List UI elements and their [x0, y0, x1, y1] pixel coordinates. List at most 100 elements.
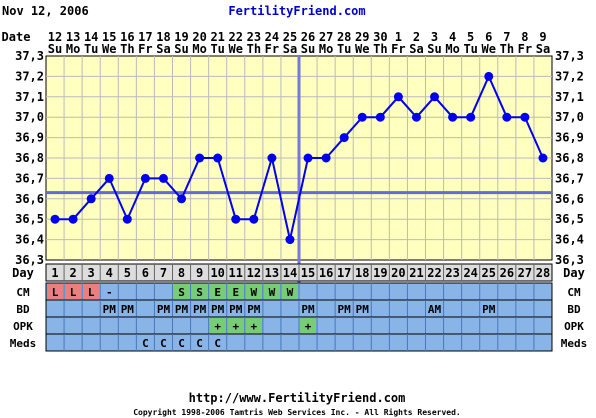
observation-row-label-right: BD: [567, 303, 581, 316]
y-tick-label-right: 36,6: [555, 192, 584, 206]
day-tick-label: 13: [265, 266, 279, 280]
temperature-point[interactable]: [104, 173, 114, 183]
observation-row-label-right: OPK: [564, 320, 584, 333]
date-tick-label: 29: [355, 30, 369, 44]
observation-cell: +: [251, 320, 258, 333]
temperature-point[interactable]: [50, 214, 60, 224]
observation-cell: PM: [121, 303, 135, 316]
weekday-tick-label: Fr: [518, 42, 532, 56]
temperature-point[interactable]: [411, 112, 421, 122]
observation-cell: L: [52, 286, 59, 299]
y-tick-label-left: 37,1: [15, 90, 44, 104]
observation-cell: C: [142, 337, 149, 350]
weekday-tick-label: Fr: [391, 42, 405, 56]
cm-cell-fill: [227, 284, 244, 299]
footer-url-link[interactable]: http://www.FertilityFriend.com: [189, 391, 406, 405]
observation-row-label-right: CM: [567, 286, 581, 299]
observation-cell: PM: [211, 303, 225, 316]
y-tick-label-right: 37,2: [555, 69, 584, 83]
temperature-point[interactable]: [195, 153, 205, 163]
temperature-point[interactable]: [177, 194, 187, 204]
cm-cell-fill: [191, 284, 208, 299]
temperature-point[interactable]: [339, 133, 349, 143]
observation-cell: W: [251, 286, 258, 299]
temperature-point[interactable]: [502, 112, 512, 122]
day-tick-label: 20: [391, 266, 405, 280]
y-tick-label-right: 37,0: [555, 110, 584, 124]
temperature-point[interactable]: [213, 153, 223, 163]
temperature-point[interactable]: [86, 194, 96, 204]
temperature-point[interactable]: [448, 112, 458, 122]
observation-cell: L: [70, 286, 77, 299]
footer-copyright: Copyright 1998-2006 Tamtris Web Services…: [133, 407, 461, 417]
day-tick-label: 26: [500, 266, 514, 280]
weekday-tick-label: Sa: [283, 42, 297, 56]
weekday-tick-label: Mo: [445, 42, 459, 56]
temperature-point[interactable]: [538, 153, 548, 163]
day-tick-label: 21: [409, 266, 423, 280]
day-row-label: Day: [12, 266, 34, 280]
temperature-point[interactable]: [122, 214, 132, 224]
weekday-tick-label: Sa: [409, 42, 423, 56]
temperature-point[interactable]: [430, 92, 440, 102]
temperature-point[interactable]: [285, 235, 295, 245]
day-tick-label: 1: [51, 266, 58, 280]
day-tick-label: 4: [106, 266, 113, 280]
temperature-point[interactable]: [466, 112, 476, 122]
observation-row-label-right: Meds: [561, 337, 588, 350]
temperature-point[interactable]: [520, 112, 530, 122]
observation-row-label: OPK: [13, 320, 33, 333]
observation-cell: PM: [482, 303, 496, 316]
opk-cell-fill: [209, 318, 226, 333]
y-tick-label-right: 36,3: [555, 253, 584, 267]
temperature-point[interactable]: [393, 92, 403, 102]
day-tick-label: 22: [427, 266, 441, 280]
weekday-tick-label: Su: [427, 42, 441, 56]
temperature-point[interactable]: [158, 173, 168, 183]
weekday-tick-label: Th: [500, 42, 514, 56]
weekday-tick-label: Fr: [265, 42, 279, 56]
date-tick-label: 20: [192, 30, 206, 44]
y-tick-label-right: 36,7: [555, 171, 584, 185]
observation-cell: PM: [193, 303, 207, 316]
temperature-point[interactable]: [303, 153, 313, 163]
observation-cell: W: [287, 286, 294, 299]
temperature-point[interactable]: [357, 112, 367, 122]
observation-cell: PM: [175, 303, 189, 316]
site-name-link[interactable]: FertilityFriend.com: [228, 4, 365, 18]
day-tick-label: 5: [124, 266, 131, 280]
temperature-point[interactable]: [140, 173, 150, 183]
date-tick-label: 15: [102, 30, 116, 44]
opk-cell-fill: [227, 318, 244, 333]
observation-row-label: BD: [16, 303, 30, 316]
weekday-tick-label: Mo: [66, 42, 80, 56]
date-tick-label: 22: [229, 30, 243, 44]
day-tick-label: 28: [536, 266, 550, 280]
date-tick-label: 6: [485, 30, 492, 44]
temperature-point[interactable]: [375, 112, 385, 122]
temperature-point[interactable]: [321, 153, 331, 163]
observation-cell: L: [88, 286, 95, 299]
temperature-point[interactable]: [267, 153, 277, 163]
day-tick-label: 24: [463, 266, 477, 280]
temperature-point[interactable]: [231, 214, 241, 224]
temperature-point[interactable]: [484, 71, 494, 81]
temperature-point[interactable]: [68, 214, 78, 224]
weekday-tick-label: Mo: [192, 42, 206, 56]
date-tick-label: 23: [247, 30, 261, 44]
day-tick-label: 8: [178, 266, 185, 280]
observation-cell: PM: [157, 303, 171, 316]
cm-cell-fill: [263, 284, 280, 299]
date-tick-label: 16: [120, 30, 134, 44]
date-tick-label: 13: [66, 30, 80, 44]
weekday-tick-label: Tu: [84, 42, 98, 56]
day-row-label-right: Day: [563, 266, 585, 280]
observation-cell: W: [269, 286, 276, 299]
temperature-point[interactable]: [249, 214, 259, 224]
observation-cell: AM: [428, 303, 442, 316]
observation-cell: -: [106, 286, 113, 299]
y-tick-label-left: 36,4: [15, 233, 44, 247]
cm-cell-fill: [281, 284, 298, 299]
weekday-tick-label: Th: [120, 42, 134, 56]
date-tick-label: 26: [301, 30, 315, 44]
